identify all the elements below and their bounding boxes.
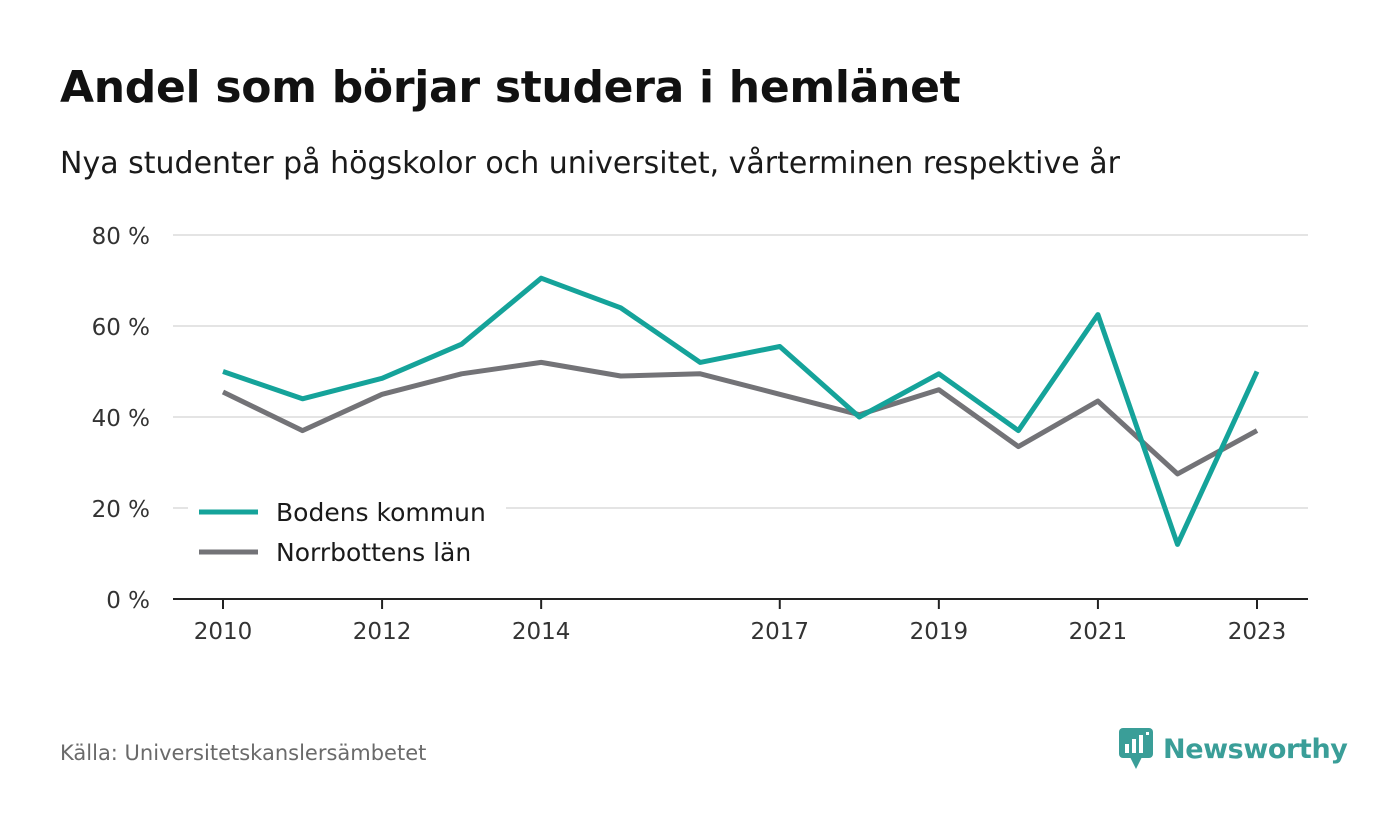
- y-tick-label: 40 %: [92, 406, 150, 432]
- series-line-bodens: [222, 275, 1260, 547]
- x-tick-label: 2010: [194, 619, 253, 645]
- x-tick-label: 2014: [512, 619, 571, 645]
- brand-logo: Newsworthy: [1118, 726, 1348, 772]
- y-tick-label: 60 %: [92, 315, 150, 341]
- x-tick-label: 2023: [1228, 619, 1287, 645]
- y-tick-label: 0 %: [106, 588, 150, 614]
- x-axis-tick-labels: 2010 2012 2014 2017 2019 2021 2023: [194, 599, 1287, 645]
- source-note: Källa: Universitetskanslersämbetet: [60, 741, 427, 765]
- legend-label-norrbotten: Norrbottens län: [276, 538, 471, 567]
- legend-label-bodens: Bodens kommun: [276, 498, 486, 527]
- y-tick-label: 20 %: [92, 497, 150, 523]
- x-tick-label: 2012: [353, 619, 412, 645]
- legend: Bodens kommun Norrbottens län: [188, 490, 506, 580]
- x-tick-label: 2019: [910, 619, 969, 645]
- chart-subtitle: Nya studenter på högskolor och universit…: [60, 146, 1120, 181]
- brand-name: Newsworthy: [1163, 733, 1348, 765]
- x-tick-label: 2021: [1069, 619, 1128, 645]
- y-axis-tick-labels: 0 % 20 % 40 % 60 % 80 %: [92, 224, 150, 614]
- y-tick-label: 80 %: [92, 224, 150, 250]
- legend-background: [188, 490, 506, 580]
- newsworthy-logo-icon: [1119, 728, 1153, 769]
- series-line-norrbotten: [221, 359, 1259, 477]
- line-chart: 0 % 20 % 40 % 60 % 80 % 2010 2012 2014 2017 2019…: [92, 224, 1308, 645]
- series-lines: [221, 275, 1260, 547]
- chart-title: Andel som börjar studera i hemlänet: [60, 62, 961, 113]
- x-tick-label: 2017: [750, 619, 809, 645]
